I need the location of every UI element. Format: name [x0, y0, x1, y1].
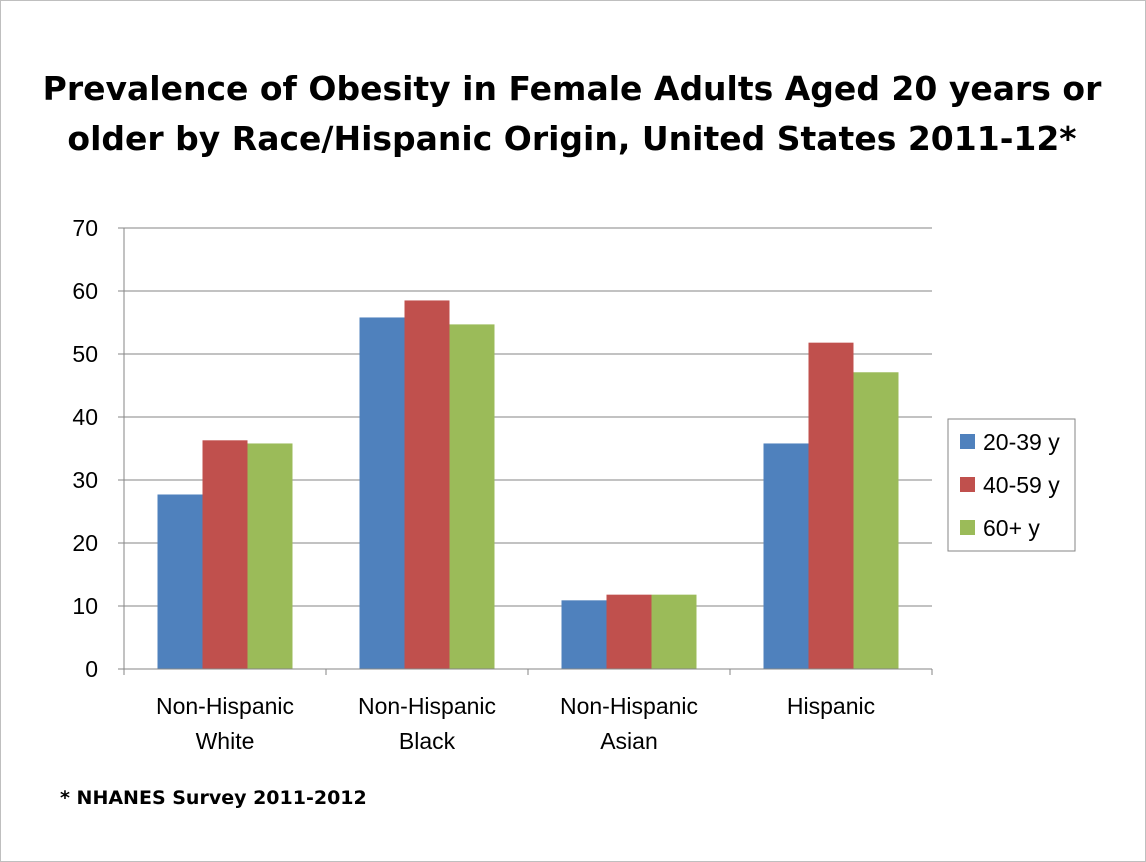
bar	[651, 594, 697, 669]
footnote: * NHANES Survey 2011-2012	[60, 787, 367, 809]
x-category-label: Non-Hispanic	[560, 693, 698, 719]
x-category-labels: Non-Hispanic White Non-Hispanic Black Non-Hi…	[156, 693, 875, 754]
x-category-label: Asian	[600, 728, 658, 754]
bar	[606, 594, 652, 669]
y-tick-label: 50	[72, 341, 98, 367]
y-tick-label: 60	[72, 278, 98, 304]
y-tick-label: 0	[85, 656, 98, 682]
bar	[561, 600, 607, 669]
y-tick-label: 30	[72, 467, 98, 493]
bar	[808, 342, 854, 669]
y-tick-label: 20	[72, 530, 98, 556]
bar	[404, 300, 450, 669]
x-category-label: Non-Hispanic	[156, 693, 294, 719]
y-tick-label: 40	[72, 404, 98, 430]
x-category-label: Hispanic	[787, 693, 875, 719]
x-category-label: White	[196, 728, 255, 754]
legend-label: 40-59 y	[983, 472, 1060, 498]
legend: 20-39 y 40-59 y 60+ y	[947, 418, 1076, 552]
axes	[118, 227, 933, 675]
bar	[247, 443, 293, 669]
y-tick-label: 10	[72, 593, 98, 619]
bar	[853, 372, 899, 669]
x-category-label: Black	[399, 728, 456, 754]
bar	[359, 317, 405, 669]
bar	[763, 443, 809, 669]
bar	[202, 440, 248, 669]
legend-swatch	[960, 434, 975, 449]
legend-swatch	[960, 520, 975, 535]
legend-label: 20-39 y	[983, 429, 1060, 455]
bar	[449, 324, 495, 669]
bar	[157, 494, 203, 669]
bars	[157, 300, 899, 669]
legend-label: 60+ y	[983, 515, 1040, 541]
y-tick-labels: 0 10 20 30 40 50 60 70	[72, 215, 98, 682]
legend-swatch	[960, 477, 975, 492]
x-category-label: Non-Hispanic	[358, 693, 496, 719]
y-tick-label: 70	[72, 215, 98, 241]
chart-title: Prevalence of Obesity in Female Adults A…	[42, 69, 1102, 158]
